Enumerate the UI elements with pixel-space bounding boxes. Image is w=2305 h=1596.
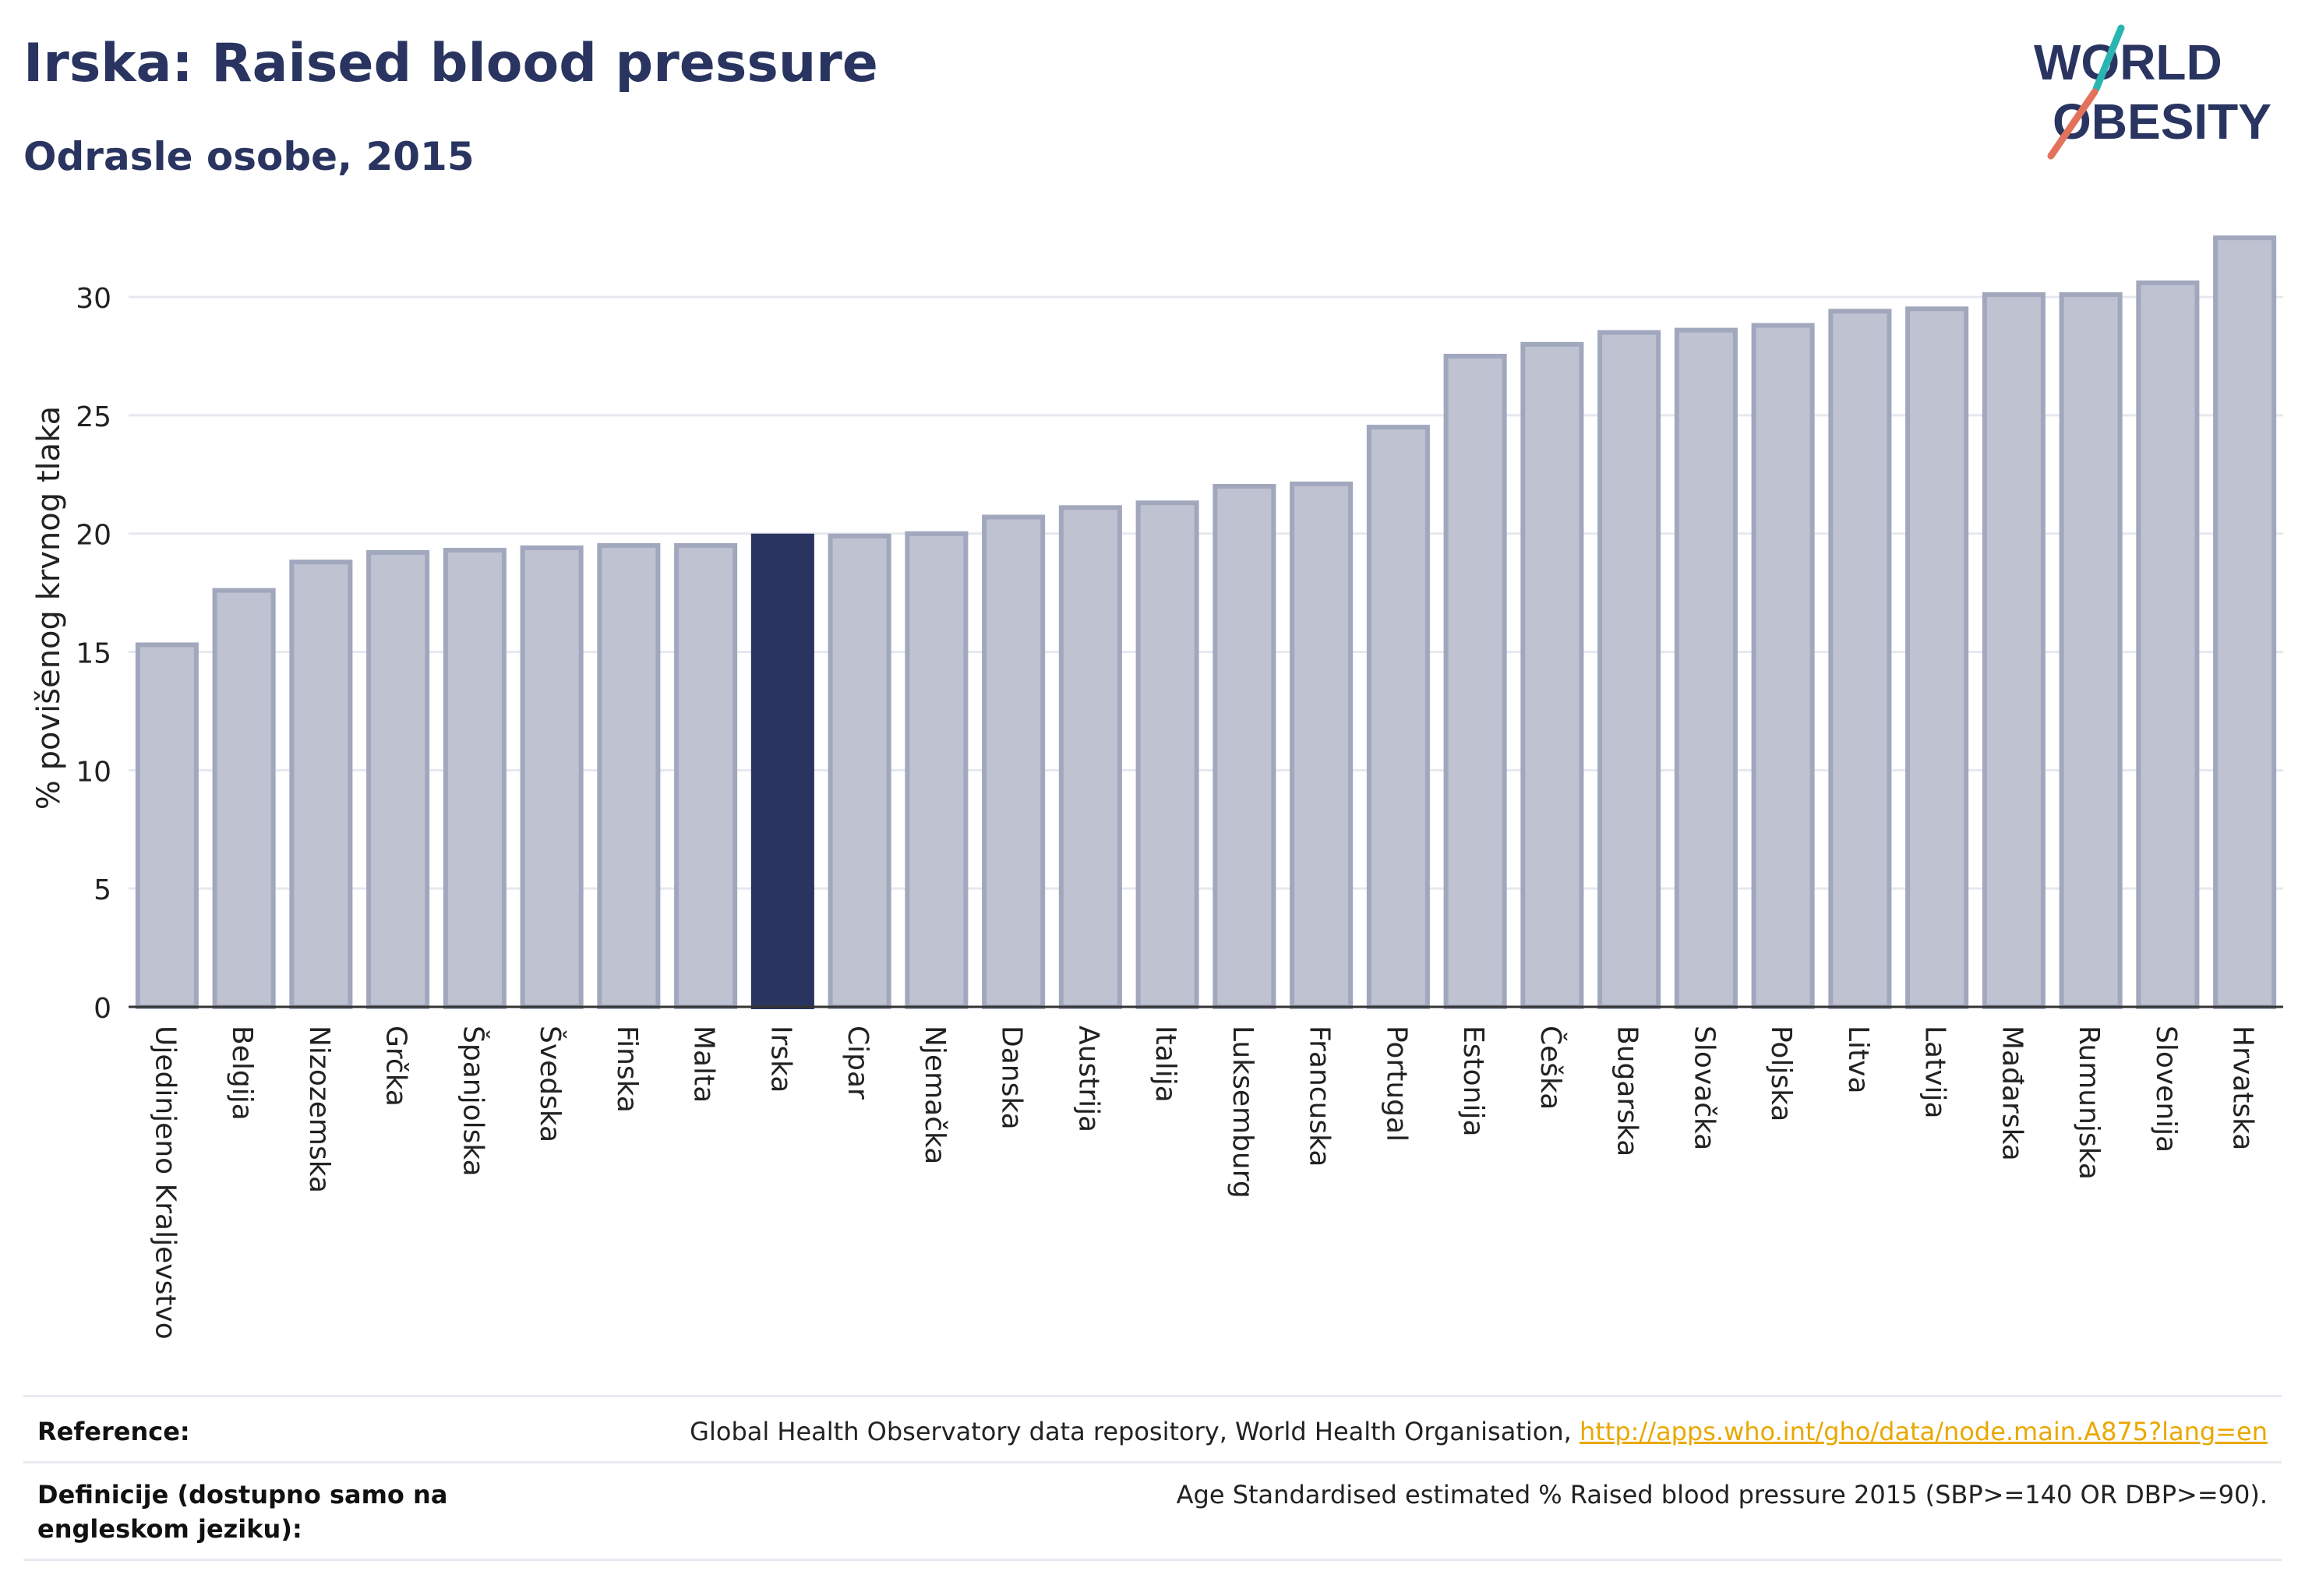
bar-portugal [1366, 425, 1430, 1009]
bar-mađarska [1982, 292, 2046, 1009]
x-tick-label: Grčka [380, 1026, 412, 1107]
x-tick-label: Španjolska [457, 1026, 489, 1177]
y-tick-label: 5 [94, 874, 111, 906]
bar-slovenija [2136, 280, 2200, 1009]
logo-accent-coral [2047, 88, 2099, 160]
bar-rumunjska [2059, 292, 2123, 1009]
x-tick-label: Bugarska [1611, 1026, 1643, 1156]
x-tick-label: Hrvatska [2227, 1026, 2259, 1150]
x-tick-label: Litva [1842, 1026, 1874, 1094]
bar-austrija [1058, 505, 1122, 1009]
logo-line1: WORLD [2034, 34, 2222, 90]
x-tick-label: Nizozemska [303, 1026, 335, 1193]
bar-finska [597, 542, 661, 1009]
x-tick-label: Švedska [534, 1026, 567, 1142]
world-obesity-logo: WORLD OBESITY [2034, 24, 2271, 160]
y-tick-label: 15 [76, 638, 111, 670]
x-tick-label: Češka [1534, 1026, 1567, 1110]
x-tick-label: Njemačka [919, 1026, 951, 1164]
definition-label: Definicije (dostupno samo na engleskom j… [37, 1480, 448, 1544]
x-tick-label: Austrija [1072, 1026, 1104, 1132]
reference-link[interactable]: http://apps.who.int/gho/data/node.main.A… [1579, 1417, 2268, 1446]
bar-danska [982, 514, 1046, 1009]
bar-litva [1828, 309, 1892, 1009]
bar-češka [1520, 341, 1584, 1009]
x-tick-label: Danska [996, 1026, 1028, 1130]
x-tick-label: Ujedinjeno Kraljevstvo [149, 1026, 181, 1340]
bar-luksemburg [1213, 484, 1276, 1009]
bar-italija [1135, 500, 1199, 1009]
bar-estonija [1443, 354, 1507, 1009]
bar-švedska [520, 545, 584, 1009]
bar-bugarska [1597, 330, 1661, 1009]
x-tick-label: Italija [1149, 1026, 1181, 1103]
x-tick-label: Finska [611, 1026, 643, 1113]
bar-njemačka [905, 531, 969, 1009]
bar-belgija [212, 588, 276, 1009]
x-tick-label: Latvija [1919, 1026, 1951, 1119]
x-tick-label: Cipar [842, 1026, 874, 1100]
bar-francuska [1290, 481, 1354, 1009]
x-tick-label: Luksemburg [1227, 1026, 1258, 1199]
footer-table: Reference: Global Health Observatory dat… [23, 1395, 2282, 1561]
x-tick-label: Estonija [1457, 1026, 1489, 1137]
bar-chart: 0 5 10 15 20 25 30 Ujedinjeno Kraljevstvo Belgij… [31, 235, 2283, 1340]
bar-ujedinjeno-kraljevstvo [135, 642, 199, 1009]
chart-title: Irska: Raised blood pressure [23, 33, 878, 94]
bars [135, 235, 2277, 1010]
x-tick-label: Rumunjska [2073, 1026, 2105, 1180]
footer-reference-row: Reference: Global Health Observatory dat… [23, 1395, 2282, 1461]
reference-value: Global Health Observatory data repositor… [690, 1414, 2268, 1449]
reference-label: Reference: [37, 1417, 190, 1446]
bar-hrvatska [2213, 235, 2277, 1009]
y-tick-label: 10 [76, 756, 111, 788]
bar-španjolska [443, 547, 507, 1009]
bar-latvija [1905, 306, 1969, 1010]
x-tick-label: Slovenija [2150, 1026, 2182, 1153]
x-tick-label: Irska [764, 1026, 796, 1093]
bar-grčka [366, 550, 430, 1009]
x-tick-label: Portugal [1380, 1026, 1412, 1142]
definition-text: Age Standardised estimated % Raised bloo… [1176, 1480, 2268, 1509]
y-tick-label: 25 [76, 401, 111, 433]
reference-text: Global Health Observatory data repositor… [690, 1417, 1580, 1446]
x-tick-label: Malta [688, 1026, 720, 1103]
x-tick-label: Mađarska [1996, 1026, 2028, 1161]
x-tick-label: Slovačka [1688, 1026, 1720, 1150]
y-tick-label: 30 [76, 283, 111, 315]
y-tick-label: 20 [76, 520, 111, 552]
bar-cipar [828, 533, 891, 1009]
bar-nizozemska [289, 560, 353, 1009]
logo-accent-teal [2092, 24, 2125, 93]
axes: 0 5 10 15 20 25 30 Ujedinjeno Kraljevstvo Belgij… [76, 283, 2283, 1340]
x-tick-label: Poljska [1765, 1026, 1797, 1122]
bar-irska [750, 533, 814, 1009]
bar-poljska [1751, 323, 1815, 1009]
bar-malta [674, 542, 738, 1009]
y-axis-label: % povišenog krvnog tlaka [31, 406, 67, 810]
x-tick-label: Francuska [1304, 1026, 1336, 1167]
y-tick-label: 0 [94, 993, 111, 1025]
x-tick-label: Belgija [226, 1026, 258, 1121]
footer-definition-row: Definicije (dostupno samo na engleskom j… [23, 1461, 2282, 1561]
bar-slovačka [1674, 327, 1738, 1010]
chart-subtitle: Odrasle osobe, 2015 [23, 134, 475, 179]
